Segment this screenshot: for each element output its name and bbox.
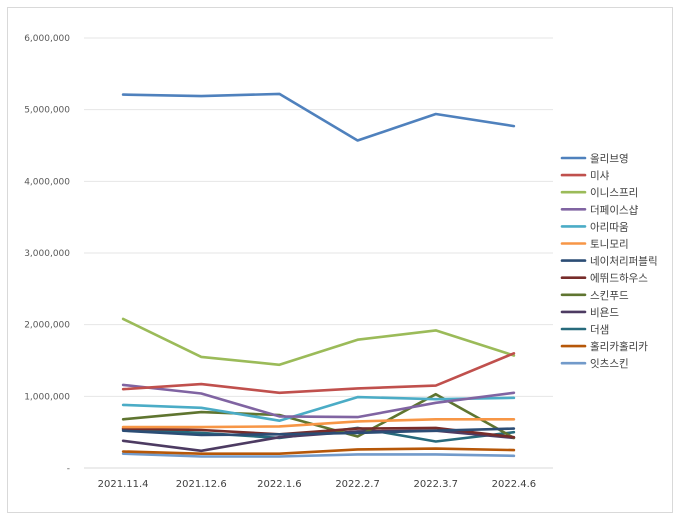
x-tick-label: 2021.12.6 [176, 479, 227, 490]
series-line [121, 395, 516, 423]
legend-label: 홀리카홀리카 [590, 340, 648, 353]
y-tick-label: 1,000,000 [24, 392, 70, 402]
x-tick-label: 2021.11.4 [98, 479, 149, 490]
chart-frame: - 1,000,000 2,000,000 3,000,000 4,000,000 5,0… [7, 7, 673, 513]
gridlines [84, 37, 553, 469]
legend-label: 비욘드 [590, 307, 619, 319]
legend: 올리브영미샤이니스프리더페이스샵아리따움토니모리네이처리퍼블릭에뛰드하우스스킨푸… [560, 153, 658, 370]
legend-label: 이니스프리 [590, 187, 638, 199]
y-tick-label: - [67, 464, 70, 474]
legend-label: 더샘 [590, 324, 609, 336]
y-tick-label: 2,000,000 [24, 321, 70, 331]
series-lines [121, 92, 516, 458]
legend-label: 올리브영 [590, 153, 629, 165]
x-tick-label: 2022.2.7 [335, 479, 380, 490]
series-line [121, 447, 516, 456]
legend-label: 더페이스샵 [590, 204, 639, 216]
y-tick-label: 6,000,000 [24, 34, 70, 44]
line-chart: - 1,000,000 2,000,000 3,000,000 4,000,000 5,0… [24, 34, 658, 490]
y-axis: - 1,000,000 2,000,000 3,000,000 4,000,000 5,0… [24, 34, 70, 474]
y-tick-label: 3,000,000 [24, 249, 70, 259]
x-tick-label: 2022.3.7 [413, 479, 458, 490]
series-line [121, 383, 516, 419]
legend-label: 스킨푸드 [590, 290, 629, 302]
legend-label: 아리따움 [590, 221, 629, 233]
series-line [121, 317, 516, 367]
series-line [121, 452, 516, 458]
legend-label: 미샤 [590, 170, 610, 182]
series-line [121, 417, 516, 429]
y-tick-label: 5,000,000 [24, 106, 70, 116]
legend-label: 에뛰드하우스 [590, 272, 648, 285]
legend-label: 잇츠스킨 [590, 358, 629, 370]
y-tick-label: 4,000,000 [24, 177, 70, 187]
legend-label: 네이처리퍼블릭 [590, 256, 658, 268]
x-tick-label: 2022.4.6 [492, 479, 537, 490]
series-line [121, 92, 516, 142]
x-axis: 2021.11.4 2021.12.6 2022.1.6 2022.2.7 2022.3… [98, 479, 537, 490]
x-tick-label: 2022.1.6 [257, 479, 302, 490]
series-line [121, 427, 516, 437]
series-line [121, 351, 516, 395]
legend-label: 토니모리 [590, 239, 629, 251]
